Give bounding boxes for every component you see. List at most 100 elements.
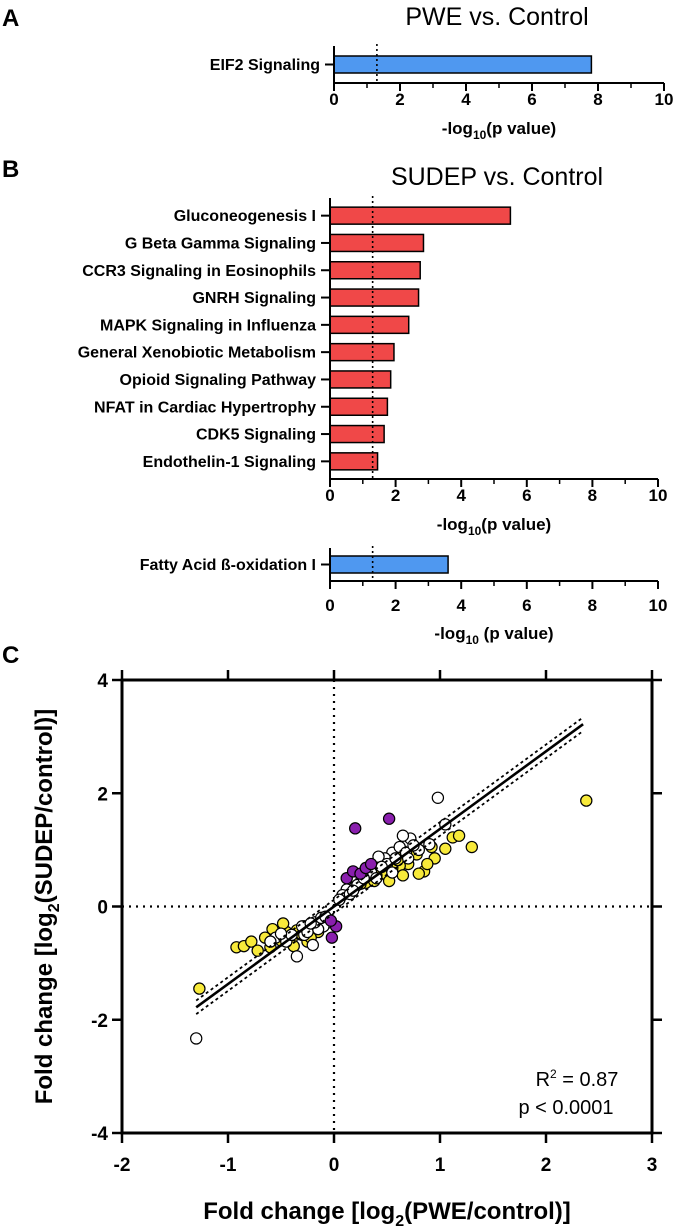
category-label: MAPK Signaling in Influenza <box>100 317 316 334</box>
x-axis-title-subscript: 10 <box>468 524 482 538</box>
category-label: G Beta Gamma Signaling <box>125 235 316 252</box>
x-tick-label: 3 <box>647 1155 658 1176</box>
r-squared-label: R2 = 0.87 <box>536 1067 619 1091</box>
y-axis-title-part: Fold change [log <box>31 912 58 1104</box>
point-white <box>306 938 319 952</box>
category-label: Fatty Acid ß-oxidation I <box>140 557 316 574</box>
panel-a-title: PWE vs. Control <box>405 3 588 31</box>
x-tick-label: 10 <box>655 90 674 109</box>
point-yellow <box>276 917 290 930</box>
x-tick-label: 10 <box>649 596 668 615</box>
panel-letter-b: B <box>2 156 19 183</box>
y-axis-title-subscript: 2 <box>46 903 63 912</box>
point-purple <box>349 822 362 835</box>
x-tick-label: 2 <box>395 90 404 109</box>
x-tick-label: 0 <box>329 90 338 109</box>
panel-letter-c: C <box>2 642 19 669</box>
x-tick-label: 2 <box>391 596 400 615</box>
bar-B1-8 <box>329 424 385 444</box>
x-axis-title-B1: -log10(p value) <box>437 515 551 538</box>
point-yellow <box>251 944 264 957</box>
point-yellow <box>396 869 410 882</box>
category-label: NFAT in Cardiac Hypertrophy <box>94 399 316 416</box>
x-axis-title-part: -log <box>442 119 473 138</box>
x-tick-label: 4 <box>461 90 471 109</box>
y-axis-title-part: (SUDEP/control)] <box>31 709 58 904</box>
x-tick-label: 8 <box>588 596 597 615</box>
point-purple <box>325 931 339 944</box>
x-tick-label: 6 <box>522 596 531 615</box>
x-tick-label: 8 <box>588 486 597 505</box>
point-white <box>189 1032 203 1045</box>
point-yellow <box>245 935 258 948</box>
confidence-band <box>195 730 584 1015</box>
x-tick-label: 0 <box>325 596 334 615</box>
category-label: EIF2 Signaling <box>210 57 320 74</box>
plot-frame <box>120 678 654 1135</box>
x-axis-title-A: -log10(p value) <box>442 119 556 142</box>
y-tick-label: 4 <box>97 671 108 692</box>
r-squared-superscript: 2 <box>550 1067 557 1081</box>
point-purple <box>324 914 338 927</box>
point-white <box>274 927 288 940</box>
x-tick-label: 2 <box>391 486 400 505</box>
bar-B1-7 <box>329 397 389 416</box>
x-tick-label: 0 <box>329 1155 340 1176</box>
y-axis-title-c: Fold change [log2(SUDEP/control)] <box>31 709 63 1105</box>
x-tick-label: 1 <box>435 1155 446 1176</box>
point-yellow <box>465 840 478 854</box>
x-axis-title-part: (p value) <box>486 119 556 138</box>
x-tick-label: 6 <box>527 90 536 109</box>
r-squared-part: = 0.87 <box>557 1069 619 1091</box>
x-tick-label: 4 <box>456 596 466 615</box>
p-value-label: p < 0.0001 <box>518 1097 613 1119</box>
x-axis-title-part: (p value) <box>479 624 554 643</box>
point-yellow <box>439 842 452 855</box>
point-yellow <box>412 867 425 880</box>
point-white <box>396 829 410 842</box>
bar-B1-4 <box>329 315 410 335</box>
confidence-band <box>195 716 584 1002</box>
x-axis-title-c: Fold change [log2(PWE/control)] <box>203 1198 571 1228</box>
bar-B1-3 <box>329 288 420 307</box>
bar-B1-2 <box>329 261 421 280</box>
category-label: GNRH Signaling <box>192 290 316 307</box>
category-label: Endothelin-1 Signaling <box>143 454 316 471</box>
panel-b: B SUDEP vs. Control Gluconeogenesis I G B… <box>2 156 667 647</box>
series-white <box>189 791 452 1045</box>
panel-letter-a: A <box>2 5 19 32</box>
category-label: Gluconeogenesis I <box>174 208 316 225</box>
x-axis-title-B2: -log10 (p value) <box>434 624 553 647</box>
x-tick-label: -1 <box>220 1155 237 1176</box>
x-tick-label: 10 <box>649 486 668 505</box>
x-axis-title-part: Fold change [log <box>203 1198 395 1225</box>
x-axis-title-subscript: 10 <box>473 128 487 142</box>
bar-B1-1 <box>329 233 425 253</box>
regression-line <box>195 723 584 1009</box>
panel-b-title: SUDEP vs. Control <box>391 163 603 191</box>
bar-B1-0 <box>329 206 512 225</box>
x-axis-title-part: (PWE/control)] <box>404 1198 571 1225</box>
x-tick-label: -2 <box>114 1155 131 1176</box>
y-tick-label: 2 <box>97 784 108 805</box>
x-axis-title-part: (p value) <box>481 515 551 534</box>
point-purple <box>364 857 378 871</box>
category-label: CDK5 Signaling <box>196 427 316 444</box>
x-axis-title-subscript: 10 <box>466 633 480 647</box>
y-tick-label: 0 <box>97 898 108 919</box>
x-axis-title-part: -log <box>434 624 465 643</box>
bar-B1-5 <box>329 342 395 362</box>
x-axis-title-part: -log <box>437 515 468 534</box>
y-tick-label: -4 <box>91 1124 108 1145</box>
bar-B1-9 <box>329 452 379 471</box>
bar-A-0 <box>333 55 593 74</box>
point-white <box>290 950 304 963</box>
bar-B2-0 <box>329 555 449 574</box>
category-label: General Xenobiotic Metabolism <box>78 345 316 362</box>
point-white <box>386 866 399 879</box>
x-tick-label: 6 <box>522 486 531 505</box>
point-yellow <box>193 982 206 995</box>
